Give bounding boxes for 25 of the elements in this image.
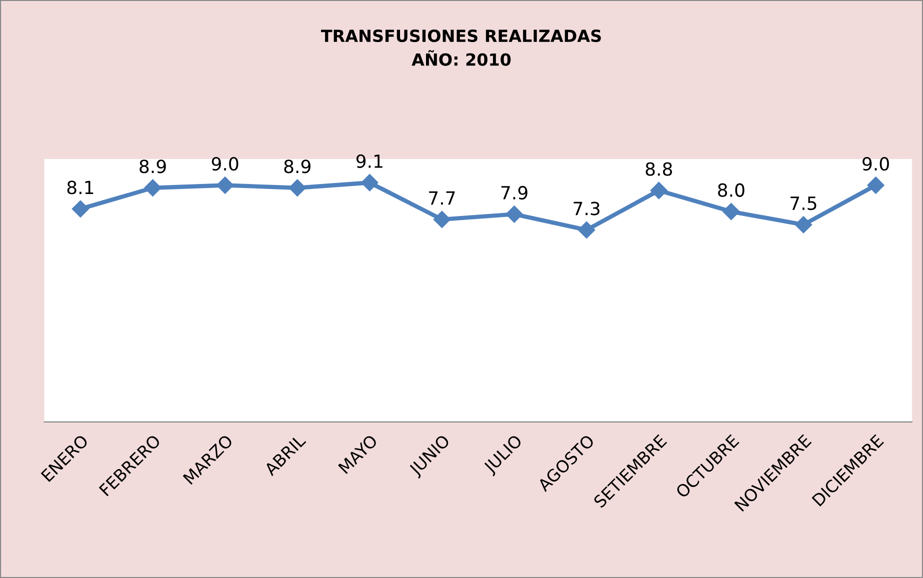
data-label: 8.1 <box>67 180 94 194</box>
point <box>144 179 162 196</box>
data-label: 7.3 <box>574 202 600 216</box>
data-label: 7.9 <box>501 186 528 200</box>
data-label: 9.1 <box>356 154 382 168</box>
point <box>650 182 668 200</box>
data-label: 8.9 <box>284 160 310 174</box>
data-label: 8.8 <box>646 162 672 176</box>
point <box>361 174 378 192</box>
data-label: 8.0 <box>718 183 744 197</box>
point <box>288 179 306 196</box>
point <box>578 221 596 239</box>
point <box>72 200 90 218</box>
data-label: 8.9 <box>140 160 166 174</box>
chart-title: TRANSFUSIONES REALIZADAS AÑO: 2010 <box>321 29 601 66</box>
point <box>506 206 523 223</box>
point <box>794 216 812 234</box>
data-label: 9.0 <box>862 156 889 171</box>
data-label: 7.5 <box>790 196 816 210</box>
point <box>216 176 234 194</box>
point <box>433 210 451 228</box>
point <box>722 202 740 220</box>
point <box>867 176 884 194</box>
data-label: 7.7 <box>429 191 455 205</box>
data-label: 9.0 <box>212 156 238 171</box>
